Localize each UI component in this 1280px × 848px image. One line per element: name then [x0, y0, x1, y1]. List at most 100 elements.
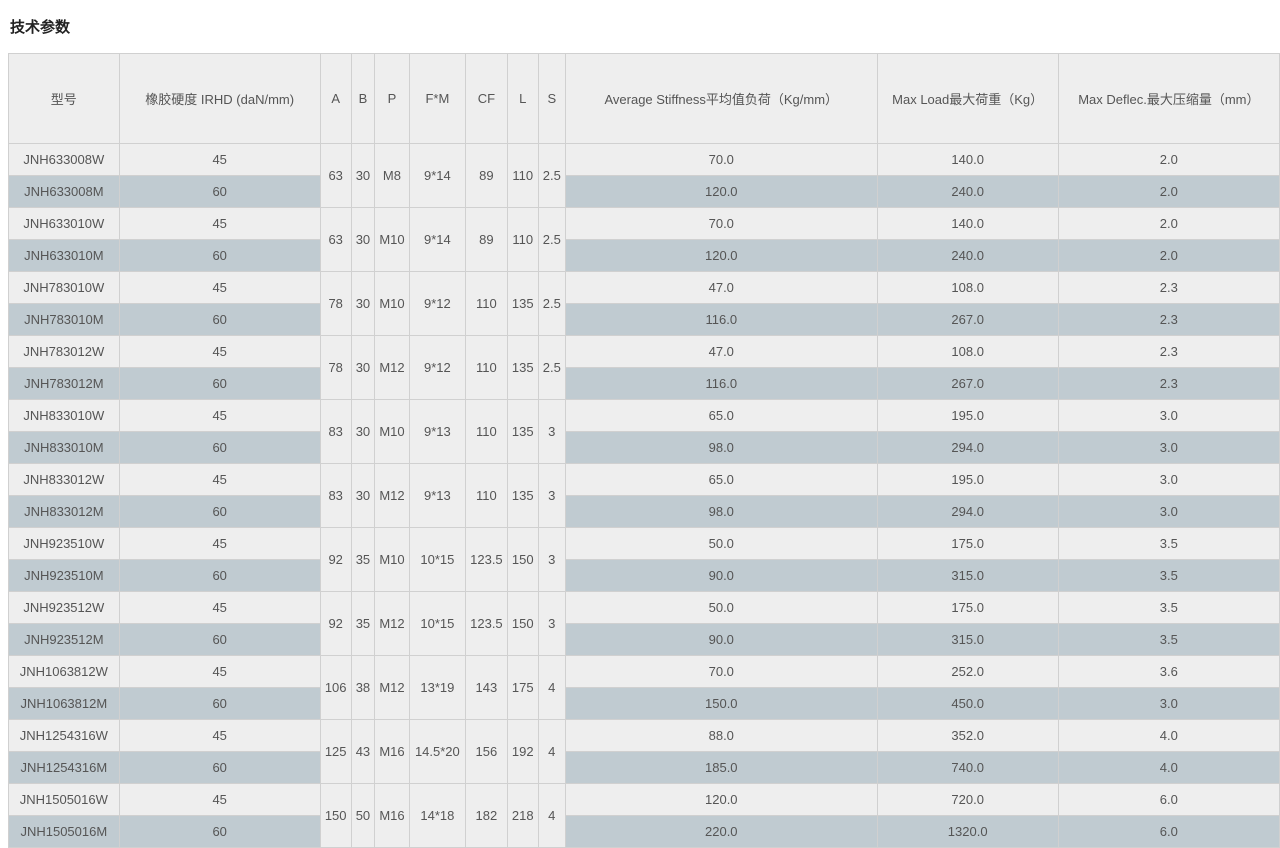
- cell-s: 3: [538, 592, 565, 656]
- cell-cf: 123.5: [466, 592, 508, 656]
- cell-maxload: 315.0: [877, 624, 1058, 656]
- cell-hardness: 60: [119, 176, 320, 208]
- cell-maxdef: 3.5: [1058, 528, 1279, 560]
- cell-cf: 110: [466, 400, 508, 464]
- cell-stiffness: 116.0: [565, 304, 877, 336]
- cell-hardness: 60: [119, 368, 320, 400]
- table-row: JNH1254316M60185.0740.04.0: [9, 752, 1280, 784]
- cell-model: JNH633008W: [9, 144, 120, 176]
- table-row: JNH923510M6090.0315.03.5: [9, 560, 1280, 592]
- cell-model: JNH833012W: [9, 464, 120, 496]
- cell-fm: 9*12: [409, 336, 465, 400]
- cell-stiffness: 120.0: [565, 176, 877, 208]
- cell-maxload: 195.0: [877, 464, 1058, 496]
- cell-maxdef: 3.0: [1058, 432, 1279, 464]
- cell-maxload: 267.0: [877, 304, 1058, 336]
- cell-model: JNH1254316W: [9, 720, 120, 752]
- cell-l: 135: [507, 336, 538, 400]
- cell-hardness: 45: [119, 656, 320, 688]
- cell-maxdef: 3.5: [1058, 624, 1279, 656]
- cell-model: JNH1505016W: [9, 784, 120, 816]
- cell-maxload: 240.0: [877, 176, 1058, 208]
- cell-model: JNH833012M: [9, 496, 120, 528]
- cell-hardness: 60: [119, 304, 320, 336]
- cell-stiffness: 120.0: [565, 784, 877, 816]
- cell-model: JNH633010M: [9, 240, 120, 272]
- cell-maxdef: 3.5: [1058, 560, 1279, 592]
- cell-stiffness: 50.0: [565, 528, 877, 560]
- cell-maxload: 315.0: [877, 560, 1058, 592]
- cell-a: 83: [320, 464, 351, 528]
- cell-hardness: 45: [119, 592, 320, 624]
- cell-maxdef: 2.3: [1058, 304, 1279, 336]
- cell-stiffness: 120.0: [565, 240, 877, 272]
- cell-model: JNH923512W: [9, 592, 120, 624]
- cell-maxload: 294.0: [877, 432, 1058, 464]
- cell-maxload: 175.0: [877, 528, 1058, 560]
- table-row: JNH783010W457830M109*121101352.547.0108.…: [9, 272, 1280, 304]
- cell-s: 2.5: [538, 272, 565, 336]
- cell-maxload: 252.0: [877, 656, 1058, 688]
- cell-s: 3: [538, 528, 565, 592]
- cell-s: 4: [538, 784, 565, 848]
- cell-a: 78: [320, 336, 351, 400]
- cell-model: JNH1063812W: [9, 656, 120, 688]
- cell-a: 106: [320, 656, 351, 720]
- cell-hardness: 45: [119, 528, 320, 560]
- table-row: JNH833010W458330M109*13110135365.0195.03…: [9, 400, 1280, 432]
- cell-model: JNH1254316M: [9, 752, 120, 784]
- cell-hardness: 60: [119, 560, 320, 592]
- cell-hardness: 45: [119, 272, 320, 304]
- cell-a: 78: [320, 272, 351, 336]
- cell-fm: 9*12: [409, 272, 465, 336]
- header-maxdef: Max Deflec.最大压缩量（mm）: [1058, 54, 1279, 144]
- table-row: JNH1063812M60150.0450.03.0: [9, 688, 1280, 720]
- cell-fm: 9*13: [409, 400, 465, 464]
- cell-maxdef: 2.3: [1058, 336, 1279, 368]
- table-row: JNH633010W456330M109*14891102.570.0140.0…: [9, 208, 1280, 240]
- cell-maxdef: 6.0: [1058, 784, 1279, 816]
- cell-s: 3: [538, 400, 565, 464]
- cell-l: 192: [507, 720, 538, 784]
- cell-model: JNH923510W: [9, 528, 120, 560]
- cell-model: JNH923510M: [9, 560, 120, 592]
- cell-cf: 156: [466, 720, 508, 784]
- header-maxload: Max Load最大荷重（Kg）: [877, 54, 1058, 144]
- cell-a: 92: [320, 528, 351, 592]
- cell-b: 30: [351, 272, 375, 336]
- cell-maxload: 108.0: [877, 272, 1058, 304]
- cell-p: M16: [375, 720, 409, 784]
- cell-hardness: 45: [119, 464, 320, 496]
- table-row: JNH1254316W4512543M1614.5*20156192488.03…: [9, 720, 1280, 752]
- cell-b: 30: [351, 336, 375, 400]
- cell-model: JNH633010W: [9, 208, 120, 240]
- table-header-row: 型号 橡胶硬度 IRHD (daN/mm) A B P F*M CF L S A…: [9, 54, 1280, 144]
- cell-p: M12: [375, 656, 409, 720]
- cell-b: 35: [351, 528, 375, 592]
- cell-stiffness: 116.0: [565, 368, 877, 400]
- header-stiffness: Average Stiffness平均值负荷（Kg/mm）: [565, 54, 877, 144]
- table-row: JNH633010M60120.0240.02.0: [9, 240, 1280, 272]
- cell-s: 3: [538, 464, 565, 528]
- header-model: 型号: [9, 54, 120, 144]
- cell-b: 30: [351, 208, 375, 272]
- cell-maxdef: 3.5: [1058, 592, 1279, 624]
- cell-maxload: 240.0: [877, 240, 1058, 272]
- cell-maxdef: 2.0: [1058, 176, 1279, 208]
- cell-b: 30: [351, 400, 375, 464]
- table-row: JNH833010M6098.0294.03.0: [9, 432, 1280, 464]
- cell-stiffness: 47.0: [565, 272, 877, 304]
- table-row: JNH783010M60116.0267.02.3: [9, 304, 1280, 336]
- cell-hardness: 45: [119, 784, 320, 816]
- cell-model: JNH833010W: [9, 400, 120, 432]
- cell-stiffness: 70.0: [565, 656, 877, 688]
- cell-model: JNH1063812M: [9, 688, 120, 720]
- cell-hardness: 45: [119, 720, 320, 752]
- table-row: JNH1063812W4510638M1213*19143175470.0252…: [9, 656, 1280, 688]
- cell-maxload: 294.0: [877, 496, 1058, 528]
- table-row: JNH923512M6090.0315.03.5: [9, 624, 1280, 656]
- cell-fm: 9*14: [409, 208, 465, 272]
- cell-a: 125: [320, 720, 351, 784]
- cell-maxdef: 3.0: [1058, 400, 1279, 432]
- cell-stiffness: 90.0: [565, 624, 877, 656]
